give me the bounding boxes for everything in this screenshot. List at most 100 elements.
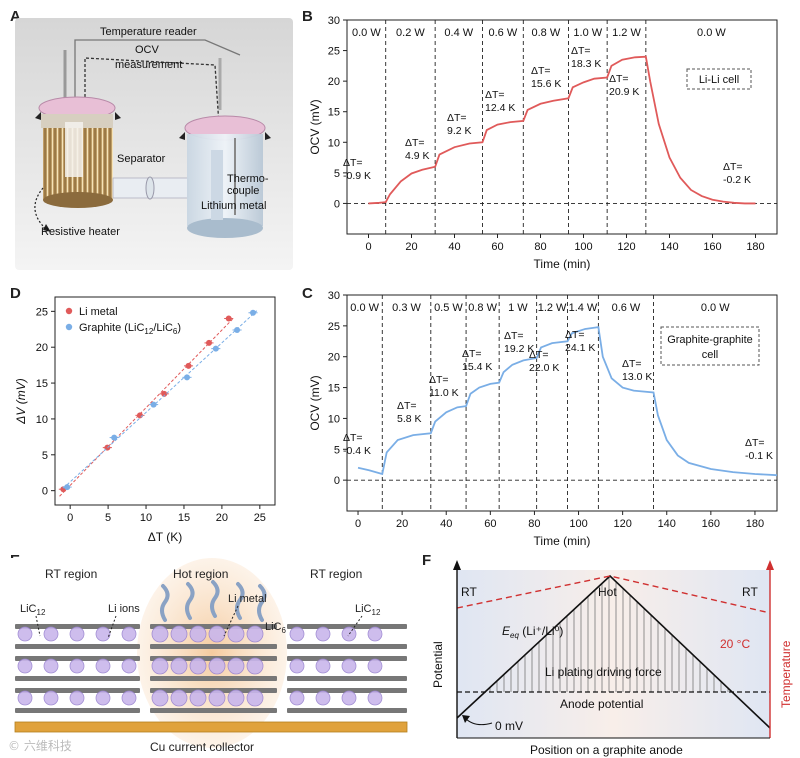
c-annotation-line1-6: ΔT= [565,329,585,341]
e-li-particle-0-1-3 [208,625,226,643]
label-ocv: OCV [135,44,160,56]
c-xtick-label-7: 140 [658,518,676,530]
e-li-particle-1-1-5 [246,657,264,675]
b-annotation-line1-4: ΔT= [531,65,551,77]
e-li-particle-1-0-2 [69,658,85,674]
d-xtick-label-4: 20 [216,512,228,524]
b-ytick-label-1: 5 [334,168,340,180]
e-li-particle-1-1-4 [227,657,245,675]
b-segment-label-4: 0.8 W [532,27,561,39]
e-graphite-sheet-5-2 [287,708,407,713]
label-lic12-left-sub: 12 [37,608,46,617]
e-li-particle-2-1-0 [151,689,169,707]
e-li-particle-1-2-2 [341,658,357,674]
label-lithium-metal: Lithium metal [201,200,266,212]
e-li-particle-2-1-4 [227,689,245,707]
d-point-0-6 [225,315,232,322]
b-segment-label-7: 0.0 W [697,27,726,39]
c-xtick-label-9: 180 [746,518,764,530]
label-f-rt-right: RT [742,585,758,599]
e-li-particle-0-0-3 [95,626,111,642]
panel-d-chart: 0 5 10 15 20 25 0 5 10 15 20 25 ΔT (K) ΔV (mV) Li meta… [14,296,276,544]
label-eeq: E [502,624,511,638]
c-xtick-label-6: 120 [613,518,631,530]
b-annotation-line2-6: 20.9 K [609,86,639,98]
b-ytick-label-6: 30 [328,15,340,27]
e-li-particle-2-2-2 [341,690,357,706]
c-ytick-label-1: 5 [334,444,340,456]
c-legend-label-1: Graphite-graphite [667,334,753,346]
label-lic6: LiC [265,621,282,633]
b-xtick-label-0: 0 [365,241,371,253]
b-annotation-line1-2: ΔT= [447,112,467,124]
b-annotation-line1-6: ΔT= [609,73,629,85]
e-graphite-sheet-1-0 [15,644,140,649]
e-li-metal-dendrite-1 [185,582,195,620]
e-li-particle-2-0-0 [17,690,33,706]
e-li-particle-1-0-1 [43,658,59,674]
b-xtick-label-3: 60 [491,241,503,253]
label-zero-mv: 0 mV [495,719,523,733]
svg-text:LiC12: LiC12 [355,603,381,617]
e-graphite-sheet-3-0 [15,676,140,681]
c-segment-label-6: 1.4 W [569,302,598,314]
c-annotation-line2-8: -0.1 K [745,450,773,462]
e-li-particle-1-1-3 [208,657,226,675]
d-legend-part-2: /LiC [153,322,173,334]
e-li-particle-2-1-3 [208,689,226,707]
svg-text:LiC12: LiC12 [20,603,46,617]
e-graphite-sheet-5-0 [15,708,140,713]
e-li-particle-1-1-0 [151,657,169,675]
e-li-metal-dendrite-0 [160,584,170,622]
b-annotation-line1-0: ΔT= [343,157,363,169]
b-xtick-label-5: 100 [574,241,592,253]
b-xlabel: Time (min) [534,257,591,271]
e-graphite-sheet-2-0 [15,656,140,661]
c-xtick-label-5: 100 [569,518,587,530]
d-ytick-label-4: 20 [36,342,48,354]
label-separator: Separator [117,153,166,165]
d-point-0-5 [206,339,212,346]
e-li-particle-0-2-1 [315,626,331,642]
b-legend-box [686,68,752,90]
e-graphite-sheet-0-0 [15,624,140,629]
c-annotation-line1-5: ΔT= [529,349,549,361]
d-point-1-0 [64,484,71,491]
b-annotation-line2-1: 4.9 K [405,150,430,162]
c-xlabel: Time (min) [534,534,591,548]
b-annotation-line2-4: 15.6 K [531,78,561,90]
label-hot-region: Hot region [173,567,228,581]
d-xlabel: ΔT (K) [148,530,182,544]
e-li-particle-1-1-1 [170,657,188,675]
d-xtick-label-0: 0 [67,512,73,524]
panel-c-chart: 0.0 W 0.3 W 0.5 W 0.8 W 1 W 1.2 W 1.4 W 0.6 W 0.… [308,290,778,548]
c-segment-label-1: 0.3 W [392,302,421,314]
b-plot-frame [346,19,778,235]
c-xtick-label-0: 0 [355,518,361,530]
c-xtick-label-1: 20 [396,518,408,530]
b-ytick-label-0: 0 [334,198,340,210]
e-li-particle-2-2-3 [367,690,383,706]
d-legend-label-0: Li metal [79,306,118,318]
e-graphite-sheet-5-1 [150,708,277,713]
label-temperature-axis: Temperature [779,640,793,708]
d-point-0-3 [161,390,168,397]
c-annotation-line1-8: ΔT= [745,437,765,449]
label-lic12-right-sub: 12 [372,608,381,617]
e-li-particle-1-2-1 [315,658,331,674]
e-li-metal-dendrite-4 [257,584,267,622]
d-ytick-label-5: 25 [36,306,48,318]
panel-e-schematic: RT region Hot region RT region Cu curren… [0,558,415,758]
label-20c: 20 °C [720,637,750,651]
e-li-particle-1-1-2 [189,657,207,675]
label-potential-axis: Potential [431,641,445,688]
panel-a-apparatus: Temperature reader OCV measurement Separ… [15,18,293,270]
e-li-particle-2-2-0 [289,690,305,706]
e-li-particle-2-1-2 [189,689,207,707]
c-annotation-line2-0: -0.4 K [343,445,371,457]
e-li-particle-1-2-0 [289,658,305,674]
e-li-particle-2-0-3 [95,690,111,706]
e-graphite-sheet-1-2 [287,644,407,649]
label-f-rt-left: RT [461,585,477,599]
panel-b-chart: 0.0 W 0.2 W 0.4 W 0.6 W 0.8 W 1.0 W 1.2 W 0.0 W… [308,15,778,271]
